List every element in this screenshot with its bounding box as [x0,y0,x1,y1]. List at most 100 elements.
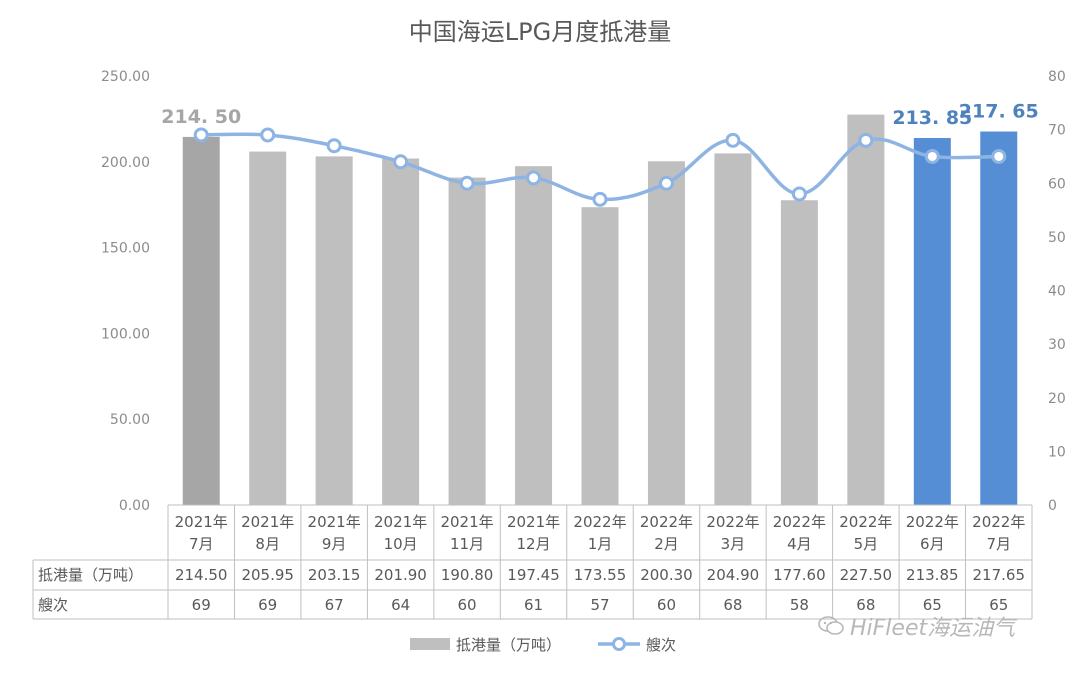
table-row-header: 抵港量（万吨） [38,566,143,584]
annotation-label: 213. 85 [892,107,972,129]
line-point [592,191,608,207]
right-axis-tick-label: 60 [1048,176,1066,192]
category-year-label: 2021年 [440,513,493,531]
line-point [459,175,475,191]
bar [249,151,287,506]
category-month-label: 6月 [920,535,945,553]
table-cell: 64 [391,596,410,614]
category-year-label: 2022年 [573,513,626,531]
right-axis-tick-label: 40 [1048,284,1066,300]
category-month-label: 7月 [189,535,214,553]
line-point [858,132,874,148]
bar [182,136,220,505]
category-year-label: 2021年 [175,513,228,531]
line-point [393,154,409,170]
category-month-label: 3月 [721,535,746,553]
line-point [260,127,276,143]
category-month-label: 12月 [516,535,550,553]
bar [581,207,619,505]
table-cell: 173.55 [574,566,627,584]
line-point [658,175,674,191]
table-cell: 205.95 [241,566,294,584]
bar [315,156,353,506]
category-year-label: 2022年 [640,513,693,531]
category-year-label: 2022年 [773,513,826,531]
category-year-label: 2021年 [241,513,294,531]
line-point [526,170,542,186]
right-axis-tick-label: 80 [1048,69,1066,85]
table-cell: 65 [989,596,1008,614]
bar [382,158,420,505]
table-cell: 57 [590,596,609,614]
bar [448,177,486,505]
table-cell: 68 [856,596,875,614]
bar [980,131,1018,505]
left-axis-ticks: 0.00 50.00 100.00 150.00 200.00 250.00 [101,69,150,514]
legend-marker [612,637,626,651]
line-point [991,148,1007,164]
bar [780,200,818,505]
category-month-label: 8月 [255,535,280,553]
table-row-header: 艘次 [38,596,68,614]
table-cell: 60 [458,596,477,614]
right-axis-ticks: 0 10 20 30 40 50 60 70 80 [1048,69,1066,514]
right-axis-tick-label: 0 [1048,498,1057,514]
table-cell: 190.80 [441,566,494,584]
category-month-label: 10月 [384,535,418,553]
category-year-label: 2021年 [308,513,361,531]
bar [714,153,752,505]
table-cell: 197.45 [507,566,560,584]
bar [515,166,553,506]
category-month-label: 1月 [588,535,613,553]
left-axis-tick-label: 100.00 [101,326,150,342]
category-year-label: 2022年 [972,513,1025,531]
left-axis-tick-label: 150.00 [101,241,150,257]
bar [847,114,885,506]
table-cell: 69 [192,596,211,614]
legend: 抵港量（万吨） 艘次 [410,636,676,654]
category-year-label: 2021年 [507,513,560,531]
category-month-label: 4月 [787,535,812,553]
line-point [193,127,209,143]
bar-series [182,114,1018,506]
watermark-text: HiFleet海运油气 [850,616,1016,641]
table-cell: 65 [923,596,942,614]
category-month-label: 7月 [986,535,1011,553]
table-cell: 60 [657,596,676,614]
bar [913,138,951,506]
table-cell: 200.30 [640,566,693,584]
table-cell: 69 [258,596,277,614]
category-month-label: 5月 [854,535,879,553]
table-cell: 201.90 [374,566,427,584]
legend-label: 抵港量（万吨） [456,636,561,654]
table-cell: 177.60 [773,566,826,584]
annotation-label: 217. 65 [959,101,1039,123]
annotation-label: 214. 50 [161,106,241,128]
line-series [193,127,1007,207]
right-axis-tick-label: 10 [1048,444,1066,460]
table-cell: 214.50 [175,566,228,584]
category-year-label: 2022年 [906,513,959,531]
category-month-label: 11月 [450,535,484,553]
line-point [924,148,940,164]
data-table: 2021年 7月 2021年 8月 2021年 9月 2021年 10月 2021年 11月 202… [32,504,1033,620]
right-axis-tick-label: 70 [1048,123,1066,139]
legend-bar-swatch [410,638,450,650]
line-point [791,186,807,202]
chart-title: 中国海运LPG月度抵港量 [409,18,671,46]
right-axis-tick-label: 30 [1048,337,1066,353]
table-cell: 203.15 [308,566,361,584]
line-point [326,138,342,154]
watermark: HiFleet海运油气 [818,610,1015,642]
right-axis-tick-label: 20 [1048,391,1066,407]
wechat-icon [818,616,844,635]
left-axis-tick-label: 250.00 [101,69,150,85]
legend-label: 艘次 [646,636,676,654]
line-point [725,132,741,148]
table-cell: 58 [790,596,809,614]
table-cell: 61 [524,596,543,614]
category-year-label: 2021年 [374,513,427,531]
table-cell: 204.90 [707,566,760,584]
